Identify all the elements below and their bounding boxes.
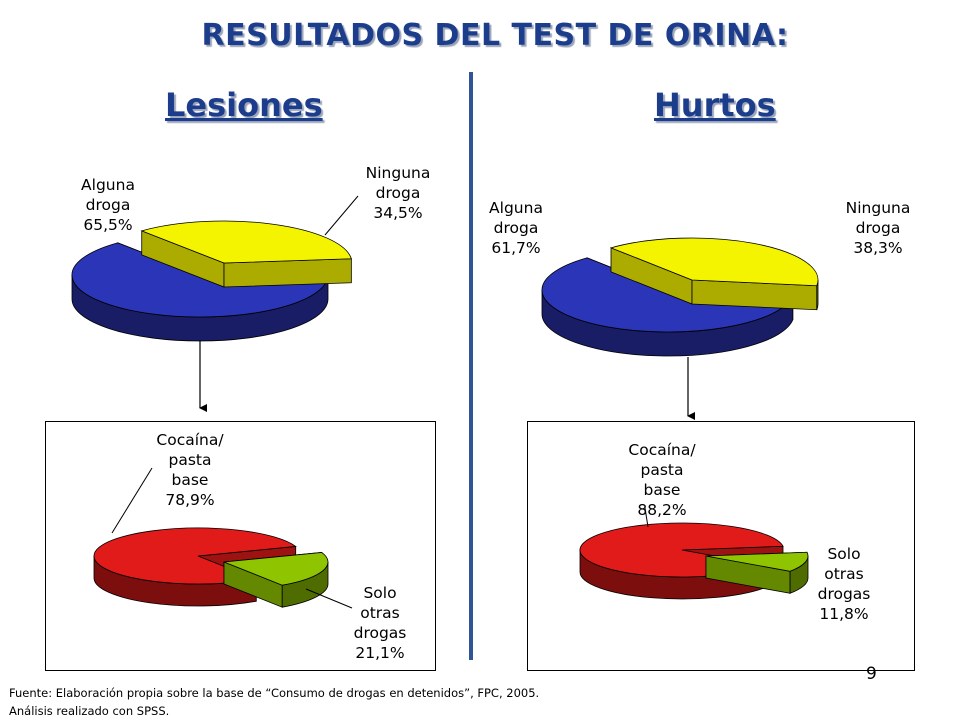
footnote-analysis: Análisis realizado con SPSS. <box>9 704 170 718</box>
slice-solo-hurtos <box>705 551 809 594</box>
label-ninguna-hurtos: Ninguna droga 38,3% <box>845 199 911 257</box>
leader-line-cocaina-hurtos <box>644 507 649 528</box>
label-solo-hurtos: Solo otras drogas 11,8% <box>817 545 871 623</box>
label-cocaina-hurtos: Cocaína/ pasta base 88,2% <box>628 441 696 519</box>
label-cocaina-lesiones: Cocaína/ pasta base 78,9% <box>156 431 224 509</box>
page-title: RESULTADOS DEL TEST DE ORINA: <box>201 18 789 53</box>
section-title-lesiones: Lesiones <box>165 86 323 124</box>
slice-ninguna-lesiones <box>140 220 352 288</box>
slice-alguna-hurtos <box>541 257 794 357</box>
pie-chart-3 <box>93 527 329 608</box>
page-number: 9 <box>866 664 877 684</box>
footnote-source: Fuente: Elaboración propia sobre la base… <box>9 686 540 700</box>
label-alguna-hurtos: Alguna droga 61,7% <box>489 199 543 257</box>
label-solo-lesiones: Solo otras drogas 21,1% <box>353 584 407 662</box>
slice-cocaina-hurtos <box>579 522 784 600</box>
section-title-hurtos: Hurtos <box>654 86 776 124</box>
vertical-divider <box>469 72 473 660</box>
label-ninguna-lesiones: Ninguna droga 34,5% <box>365 164 431 222</box>
leader-line-cocaina-lesiones <box>111 467 153 534</box>
pie-chart-2 <box>541 237 819 357</box>
slice-ninguna-hurtos <box>609 237 819 311</box>
label-alguna-lesiones: Alguna droga 65,5% <box>81 176 135 234</box>
leader-line-solo-lesiones <box>305 588 353 609</box>
leader-line-ninguna-lesiones <box>324 195 359 236</box>
pie-chart-4 <box>579 522 809 600</box>
slice-solo-lesiones <box>223 551 329 608</box>
pie-chart-1 <box>71 220 352 342</box>
